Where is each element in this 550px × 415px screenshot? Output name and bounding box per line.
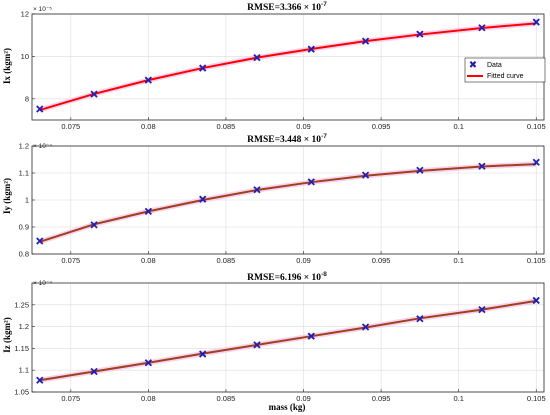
data-point <box>307 178 315 186</box>
fitted-curve <box>39 299 537 382</box>
data-point <box>253 54 261 62</box>
y-tick-label: 1.2 <box>19 322 29 331</box>
y-tick-label: 8 <box>25 94 29 103</box>
x-tick-label: 0.085 <box>217 256 236 265</box>
x-tick-label: 0.095 <box>372 122 391 131</box>
y-tick-label: 10 <box>21 52 29 61</box>
y-tick-label: 1.1 <box>19 169 29 178</box>
x-tick-label: 0.085 <box>217 122 236 131</box>
data-point <box>307 45 315 53</box>
x-tick-label: 0.095 <box>372 256 391 265</box>
x-tick-label: 0.085 <box>217 394 236 403</box>
data-point <box>416 166 424 174</box>
y-tick-label: 1 <box>25 196 29 205</box>
data-point <box>144 207 153 215</box>
y-axis-label: Iz (kgm²) <box>2 317 12 352</box>
x-tick-label: 0.075 <box>61 122 80 131</box>
y-tick-label: 1.05 <box>14 388 29 397</box>
data-point <box>253 341 261 349</box>
confidence-band <box>39 161 537 245</box>
x-tick-label: 0.105 <box>527 394 546 403</box>
x-tick-label: 0.105 <box>527 122 546 131</box>
data-point <box>90 367 98 376</box>
fitted-curve <box>39 163 537 243</box>
data-point <box>199 195 207 203</box>
chart-title: RMSE=6.196 × 10-8 <box>247 271 327 283</box>
x-tick-label: 0.1 <box>453 122 463 131</box>
data-point <box>532 296 540 305</box>
y-tick-label: 12 <box>21 10 29 19</box>
y-tick-label: 1.1 <box>19 366 29 375</box>
y-exponent: × 10⁻⁴ <box>33 280 52 287</box>
x-tick-label: 0.09 <box>296 122 311 131</box>
x-tick-label: 0.105 <box>527 256 546 265</box>
data-point <box>532 158 540 166</box>
data-point <box>416 30 424 38</box>
x-tick-label: 0.09 <box>296 394 311 403</box>
plot-frame <box>31 282 545 393</box>
legend: ✖ Data Fitted curve <box>464 57 546 83</box>
x-tick-label: 0.075 <box>61 256 80 265</box>
x-tick-label: 0.1 <box>453 256 463 265</box>
data-point <box>90 90 98 98</box>
x-tick-label: 0.095 <box>372 394 391 403</box>
x-tick-label: 0.08 <box>141 122 156 131</box>
y-tick-label: 1.25 <box>14 300 29 309</box>
x-tick-label: 0.08 <box>141 256 156 265</box>
plot-frame <box>31 145 545 255</box>
x-tick-label: 0.075 <box>61 394 80 403</box>
y-axis-label: Iy (kgm²) <box>2 178 12 214</box>
subplot-iy: RMSE=3.448 × 10-7 × 10⁻⁴ Iy (kgm²) 0.075… <box>2 133 546 265</box>
y-tick-label: 0.9 <box>19 223 29 232</box>
legend-label-data: Data <box>487 62 502 69</box>
y-exponent: × 10⁻⁴ <box>33 143 52 150</box>
data-point <box>361 323 370 331</box>
chart-title: RMSE=3.366 × 10-7 <box>247 1 327 13</box>
data-point <box>532 18 540 26</box>
title-exponent: -7 <box>321 133 327 140</box>
x-tick-label: 0.1 <box>453 394 463 403</box>
data-point <box>36 376 44 384</box>
data-point <box>199 64 207 72</box>
legend-box <box>464 57 546 83</box>
data-point <box>253 186 261 194</box>
data-point <box>307 332 315 340</box>
data-point <box>36 105 44 113</box>
y-axis-label: Ix (kgm²) <box>2 48 12 84</box>
confidence-band <box>39 20 537 113</box>
title-exponent: -7 <box>321 1 327 8</box>
data-point <box>478 162 486 170</box>
data-point <box>361 37 370 45</box>
data-point <box>90 221 98 229</box>
y-tick-label: 0.8 <box>19 250 29 259</box>
title-exponent: -8 <box>321 271 327 278</box>
data-point <box>361 171 370 179</box>
data-point <box>478 305 486 314</box>
data-point <box>478 24 486 32</box>
data-point <box>36 237 44 245</box>
data-point <box>416 315 424 323</box>
fitted-curve <box>39 22 537 111</box>
y-exponent: × 10⁻⁵ <box>33 6 52 13</box>
subplot-iz: RMSE=6.196 × 10-8 × 10⁻⁴ Iz (kgm²) 0.075… <box>2 271 546 412</box>
chart-title: RMSE=3.448 × 10-7 <box>247 133 327 145</box>
data-point <box>144 76 153 84</box>
x-tick-label: 0.09 <box>296 256 311 265</box>
legend-label-fit: Fitted curve <box>487 73 524 80</box>
y-tick-label: 1.15 <box>14 344 29 353</box>
data-point <box>144 359 153 367</box>
subplot-ix: RMSE=3.366 × 10-7 × 10⁻⁵ Ix (kgm²) 0.075… <box>2 1 546 131</box>
x-tick-label: 0.08 <box>141 394 156 403</box>
legend-marker-data: ✖ <box>469 60 477 71</box>
x-axis-label: mass (kg) <box>269 402 306 412</box>
data-point <box>199 350 207 358</box>
y-tick-label: 1.2 <box>19 142 29 151</box>
